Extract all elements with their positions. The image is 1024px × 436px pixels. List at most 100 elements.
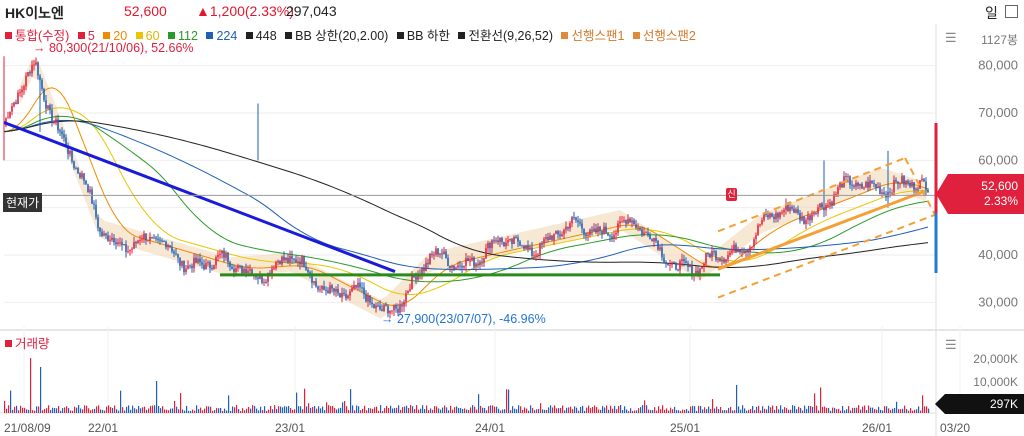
volume-bar: [72, 410, 74, 413]
candle-body: [127, 251, 129, 253]
volume-bar: [624, 406, 626, 413]
volume-bar: [506, 389, 508, 413]
volume-bar: [550, 405, 552, 413]
volume-bar: [846, 409, 848, 413]
volume-bar: [362, 408, 364, 413]
candle-body: [679, 260, 681, 271]
volume-bar: [758, 405, 760, 413]
x-tick-label: 22/01: [88, 421, 118, 435]
candle-body: [923, 178, 925, 182]
candle-body: [179, 257, 181, 266]
volume-bar: [740, 409, 742, 413]
legend-item[interactable]: 224: [206, 29, 237, 43]
volume-bar: [582, 405, 584, 413]
candle-body: [663, 257, 665, 263]
candle-body: [31, 64, 33, 74]
legend-item[interactable]: 5: [77, 29, 95, 43]
candle-body: [911, 182, 913, 187]
legend-item[interactable]: 선행스팬2: [632, 25, 696, 44]
candle-body: [215, 257, 217, 266]
candle-body: [141, 239, 143, 241]
candle-body: [613, 234, 615, 239]
candle-body: [147, 240, 149, 242]
candle-body: [579, 221, 581, 224]
volume-bar: [438, 408, 440, 413]
volume-bar: [800, 408, 802, 413]
candle-body: [509, 238, 511, 241]
volume-bar: [132, 405, 134, 413]
volume-bar: [700, 406, 702, 413]
volume-bar: [360, 410, 362, 413]
checkbox-icon[interactable]: [1005, 5, 1018, 18]
volume-bar: [732, 410, 734, 413]
volume-bar: [778, 409, 780, 413]
candle-body: [319, 289, 321, 291]
candle-body: [81, 173, 83, 178]
volume-bar: [276, 408, 278, 413]
candle-body: [657, 241, 659, 250]
volume-bar: [210, 406, 212, 413]
menu-icon[interactable]: ☰: [945, 30, 957, 45]
volume-bar: [430, 408, 432, 413]
volume-bar: [538, 408, 540, 413]
volume-bar: [592, 406, 594, 413]
candle-body: [927, 189, 929, 193]
volume-bar: [676, 410, 678, 413]
candle-body: [605, 226, 607, 234]
candle-body: [283, 256, 285, 261]
candle-body: [783, 209, 785, 213]
volume-bar: [56, 408, 58, 413]
volume-bar: [336, 409, 338, 413]
candle-body: [271, 268, 273, 276]
volume-bar: [618, 405, 620, 413]
candle-body: [585, 234, 587, 237]
period-selector[interactable]: 일: [985, 5, 998, 21]
volume-bar: [892, 408, 894, 413]
volume-bar: [736, 385, 738, 413]
legend-item[interactable]: 60: [135, 29, 160, 43]
legend-swatch: [285, 32, 293, 39]
candle-body: [633, 220, 635, 225]
legend-item[interactable]: BB 상한(20,2.00): [285, 25, 388, 44]
volume-bar: [216, 408, 218, 413]
candle-body: [353, 284, 355, 289]
volume-bar: [182, 409, 184, 413]
legend-item[interactable]: 20: [103, 29, 127, 43]
volume-bar: [768, 405, 770, 413]
volume-bar: [346, 406, 348, 413]
legend-item[interactable]: 선행스팬1: [561, 25, 624, 44]
candle-body: [755, 235, 757, 240]
legend-label: 전환선(9,26,52): [468, 29, 553, 43]
candle-body: [851, 184, 853, 186]
volume-bar: [146, 409, 148, 413]
volume-bar: [806, 408, 808, 413]
candle-body: [715, 251, 717, 260]
volume-bar: [394, 408, 396, 413]
legend-label: BB 상한(20,2.00): [295, 29, 389, 43]
candle-body: [239, 266, 241, 268]
legend-item[interactable]: 112: [168, 29, 198, 43]
candle-body: [285, 257, 287, 261]
legend-item[interactable]: 전환선(9,26,52): [458, 25, 553, 44]
candle-body: [77, 168, 79, 174]
menu-icon[interactable]: ☰: [945, 337, 957, 352]
candle-body: [493, 240, 495, 242]
candle-body: [455, 267, 457, 270]
volume-bar: [144, 406, 146, 413]
volume-bar: [280, 406, 282, 413]
candle-body: [891, 192, 893, 194]
volume-bar: [752, 405, 754, 413]
legend-item[interactable]: BB 하한: [396, 25, 450, 44]
candle-body: [377, 305, 379, 307]
volume-bar: [324, 410, 326, 413]
candle-body: [507, 240, 509, 243]
legend-item[interactable]: 448: [245, 29, 277, 43]
candle-body: [191, 265, 193, 269]
candle-body: [571, 217, 573, 224]
legend-item[interactable]: 통합(수정): [5, 25, 69, 44]
candle-body: [341, 292, 343, 298]
candle-body: [753, 239, 755, 247]
volume-bar: [296, 392, 298, 413]
volume-bar: [166, 409, 168, 413]
